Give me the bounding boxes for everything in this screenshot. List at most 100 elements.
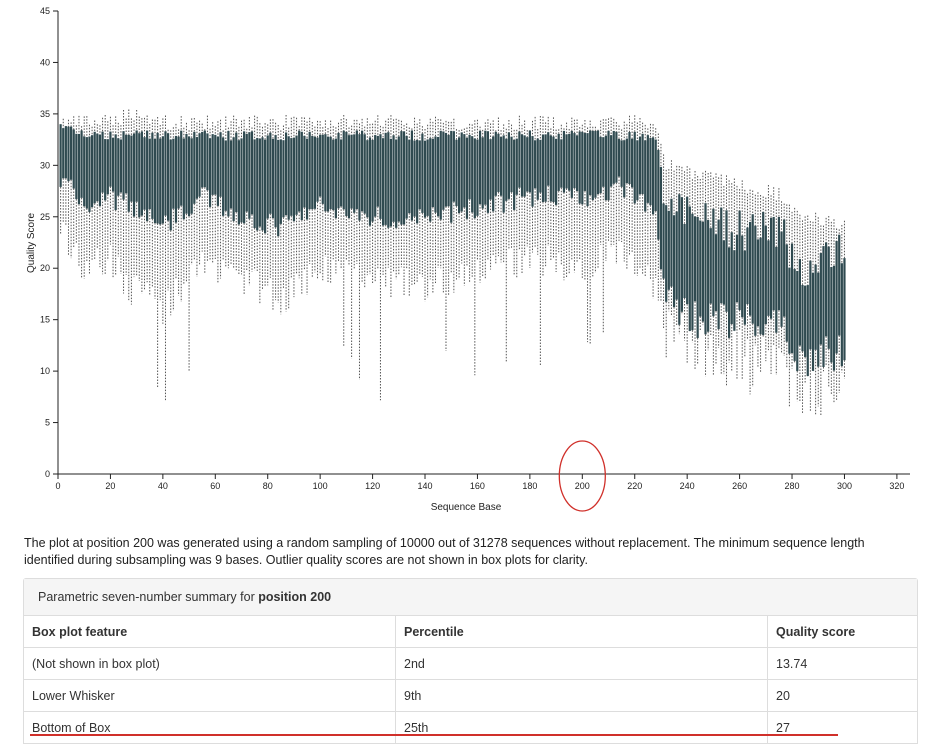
box-24 bbox=[119, 125, 123, 274]
box-body bbox=[167, 133, 170, 221]
box-body bbox=[688, 206, 691, 332]
box-body bbox=[554, 138, 558, 205]
box-163 bbox=[484, 122, 487, 279]
box-290 bbox=[817, 217, 820, 407]
col-header-percentile: Percentile bbox=[395, 616, 768, 648]
box-67 bbox=[232, 115, 235, 270]
box-137 bbox=[416, 123, 419, 283]
box-211 bbox=[610, 117, 613, 247]
box-92 bbox=[298, 125, 301, 279]
box-body bbox=[67, 126, 70, 182]
box-body bbox=[701, 221, 704, 322]
box-body bbox=[617, 139, 621, 177]
box-body bbox=[793, 269, 796, 361]
box-body bbox=[505, 138, 508, 201]
row-highlight-underline bbox=[30, 734, 838, 736]
box-215 bbox=[620, 129, 623, 243]
box-body bbox=[305, 138, 309, 220]
box-9 bbox=[80, 126, 83, 279]
box-body bbox=[368, 137, 372, 226]
box-body bbox=[460, 132, 463, 212]
box-body bbox=[88, 136, 91, 213]
box-body bbox=[316, 137, 319, 202]
box-body bbox=[683, 223, 686, 299]
x-tick-label: 120 bbox=[365, 481, 380, 491]
box-body bbox=[434, 136, 437, 213]
box-body bbox=[735, 234, 739, 303]
box-body bbox=[796, 270, 799, 372]
box-42 bbox=[167, 129, 170, 291]
box-4 bbox=[67, 119, 70, 256]
box-98 bbox=[313, 126, 317, 273]
x-tick-label: 160 bbox=[470, 481, 485, 491]
box-6 bbox=[72, 116, 75, 248]
x-tick-label: 320 bbox=[889, 481, 904, 491]
box-25 bbox=[122, 110, 125, 294]
box-body bbox=[135, 130, 138, 202]
box-body bbox=[250, 131, 254, 215]
box-88 bbox=[287, 127, 290, 309]
box-190 bbox=[554, 129, 558, 272]
x-tick-label: 260 bbox=[732, 481, 747, 491]
box-body bbox=[764, 225, 767, 325]
box-body bbox=[300, 131, 303, 221]
box-221 bbox=[636, 122, 639, 276]
box-35 bbox=[148, 123, 151, 296]
box-100 bbox=[319, 121, 322, 275]
box-234 bbox=[670, 160, 673, 316]
box-body bbox=[72, 129, 75, 189]
box-body bbox=[499, 136, 503, 196]
col-header-feature: Box plot feature bbox=[32, 624, 128, 639]
box-body bbox=[295, 135, 298, 215]
summary-header-row: Box plot feature Percentile Quality scor… bbox=[24, 616, 917, 648]
box-189 bbox=[552, 117, 555, 259]
box-279 bbox=[788, 204, 791, 407]
box-body bbox=[413, 140, 416, 217]
box-body bbox=[431, 138, 434, 208]
box-body bbox=[324, 134, 327, 212]
box-body bbox=[838, 234, 841, 336]
box-5 bbox=[70, 122, 73, 259]
box-30 bbox=[135, 109, 138, 277]
box-203 bbox=[589, 120, 592, 345]
box-178 bbox=[523, 120, 526, 256]
box-body bbox=[552, 136, 555, 203]
box-50 bbox=[187, 130, 191, 372]
y-tick-label: 0 bbox=[45, 469, 50, 479]
box-body bbox=[575, 135, 579, 192]
box-222 bbox=[638, 117, 642, 269]
box-body bbox=[117, 138, 120, 196]
box-14 bbox=[93, 120, 96, 260]
box-180 bbox=[528, 130, 531, 269]
box-body bbox=[478, 130, 482, 205]
box-body bbox=[439, 130, 442, 220]
box-225 bbox=[646, 128, 649, 267]
box-181 bbox=[531, 120, 534, 253]
box-body bbox=[277, 139, 280, 237]
box-233 bbox=[667, 169, 670, 312]
box-259 bbox=[735, 185, 739, 379]
box-body bbox=[75, 133, 78, 200]
box-257 bbox=[730, 183, 733, 371]
box-body bbox=[384, 132, 387, 225]
box-217 bbox=[625, 124, 628, 270]
box-268 bbox=[759, 194, 762, 373]
box-body bbox=[830, 266, 833, 363]
box-body bbox=[426, 139, 429, 216]
box-48 bbox=[182, 127, 185, 284]
box-99 bbox=[316, 120, 319, 279]
box-37 bbox=[153, 119, 157, 299]
box-160 bbox=[476, 119, 479, 261]
box-body bbox=[198, 133, 201, 197]
box-126 bbox=[387, 118, 390, 268]
box-118 bbox=[366, 118, 369, 276]
box-235 bbox=[672, 170, 676, 343]
box-body bbox=[811, 272, 815, 371]
box-60 bbox=[214, 126, 217, 259]
box-69 bbox=[237, 126, 240, 274]
box-body bbox=[421, 133, 424, 213]
box-1 bbox=[59, 124, 62, 235]
box-body bbox=[520, 134, 524, 197]
box-body bbox=[728, 247, 731, 338]
box-body bbox=[389, 138, 393, 227]
